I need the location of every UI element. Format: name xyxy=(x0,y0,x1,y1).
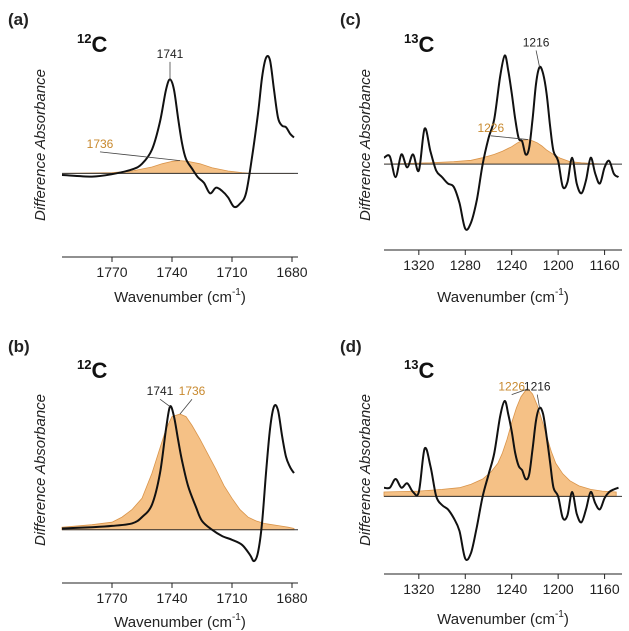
panel-label: (c) xyxy=(340,10,361,29)
x-axis-title: Wavenumber (cm-1) xyxy=(114,287,246,306)
annotation-label: 1736 xyxy=(179,384,206,398)
annotation-label: 1741 xyxy=(157,47,184,61)
x-tick-label: 1740 xyxy=(156,590,187,606)
x-tick-labels: 1320 1280 1240 1200 1160 xyxy=(403,581,620,597)
x-tick-label: 1320 xyxy=(403,581,434,597)
x-axis-title: Wavenumber (cm-1) xyxy=(437,609,569,628)
x-tick-label: 1200 xyxy=(543,581,574,597)
x-tick-label: 1280 xyxy=(450,257,481,273)
panel-b: (b) 12C Difference Absorbance 1770 1740 17… xyxy=(8,337,308,631)
x-tick-label: 1770 xyxy=(96,264,127,280)
annotation-leader xyxy=(99,151,181,162)
x-tick-labels: 1320 1280 1240 1200 1160 xyxy=(403,257,620,273)
orange-fill-area xyxy=(383,139,617,165)
panel-label: (a) xyxy=(8,10,29,29)
black-spectrum-line xyxy=(383,54,620,231)
x-tick-label: 1240 xyxy=(496,581,527,597)
y-axis-title: Difference Absorbance xyxy=(357,394,374,546)
y-axis-title: Difference Absorbance xyxy=(357,69,374,221)
annotation-label: 1741 xyxy=(147,384,174,398)
x-tick-label: 1680 xyxy=(276,590,307,606)
orange-fill-area xyxy=(61,413,295,531)
annotation-label: 1216 xyxy=(523,35,550,49)
annotation-label: 1736 xyxy=(87,137,114,151)
annotation-label: 1216 xyxy=(524,380,551,394)
panel-c: (c) 13C Difference Absorbance 1320 1280 12… xyxy=(340,10,622,306)
black-spectrum-line xyxy=(61,404,295,563)
x-tick-label: 1200 xyxy=(543,257,574,273)
x-tick-labels: 1770 1740 1710 1680 xyxy=(96,590,307,606)
annotations: 1216 1226 xyxy=(477,35,550,140)
annotation-label: 1226 xyxy=(477,121,504,135)
orange-fill-area xyxy=(61,160,294,174)
isotope-label: 12C xyxy=(77,357,107,383)
x-tick-label: 1680 xyxy=(276,264,307,280)
panel-d: (d) 13C Difference Absorbance 1320 1280 12… xyxy=(340,337,622,628)
y-axis-title: Difference Absorbance xyxy=(32,69,49,221)
panel-label: (b) xyxy=(8,337,30,356)
isotope-label: 13C xyxy=(404,31,434,57)
black-spectrum-line xyxy=(61,54,295,209)
panel-a: (a) 12C Difference Absorbance 1770 1740 17… xyxy=(8,10,308,306)
annotation-leader xyxy=(536,394,540,409)
annotation-leader xyxy=(511,388,529,395)
annotations: 1741 1736 xyxy=(147,384,206,415)
x-tick-label: 1240 xyxy=(496,257,527,273)
x-ticks xyxy=(418,250,606,255)
x-tick-label: 1160 xyxy=(590,581,620,597)
annotation-leader xyxy=(179,398,193,415)
x-tick-label: 1710 xyxy=(216,264,247,280)
orange-fill-area xyxy=(383,388,617,497)
x-ticks xyxy=(418,574,606,579)
annotation-leader xyxy=(490,135,529,140)
isotope-label: 13C xyxy=(404,357,434,383)
x-tick-labels: 1770 1740 1710 1680 xyxy=(96,264,307,280)
black-spectrum-line xyxy=(383,399,619,562)
x-tick-label: 1320 xyxy=(403,257,434,273)
panel-label: (d) xyxy=(340,337,362,356)
x-tick-label: 1160 xyxy=(590,257,620,273)
x-tick-label: 1770 xyxy=(96,590,127,606)
x-axis-title: Wavenumber (cm-1) xyxy=(114,612,246,631)
x-tick-label: 1740 xyxy=(156,264,187,280)
x-tick-label: 1280 xyxy=(450,581,481,597)
annotation-leader xyxy=(159,398,171,407)
annotations: 1741 1736 xyxy=(87,47,184,162)
x-ticks xyxy=(111,257,293,262)
annotation-leader xyxy=(535,50,540,68)
x-axis-title: Wavenumber (cm-1) xyxy=(437,287,569,306)
x-ticks xyxy=(111,583,293,588)
isotope-label: 12C xyxy=(77,31,107,57)
annotation-label: 1226 xyxy=(498,380,525,394)
x-tick-label: 1710 xyxy=(216,590,247,606)
y-axis-title: Difference Absorbance xyxy=(32,394,49,546)
